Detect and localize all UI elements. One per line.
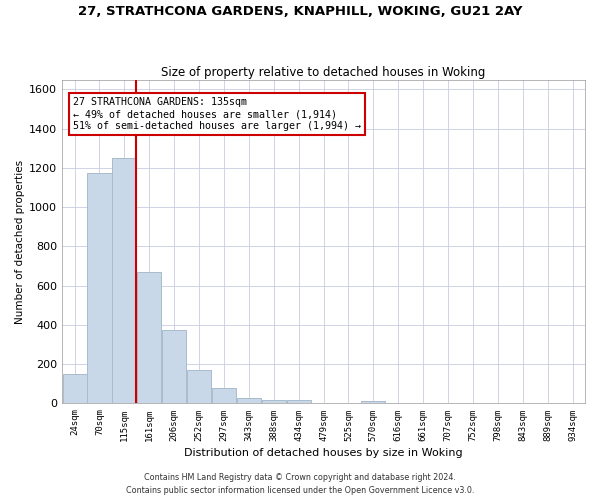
Bar (361, 400, 385, 404)
Bar (187, 370, 211, 404)
Text: 27 STRATHCONA GARDENS: 135sqm
← 49% of detached houses are smaller (1,914)
51% o: 27 STRATHCONA GARDENS: 135sqm ← 49% of d… (73, 98, 361, 130)
Bar (262, 400, 286, 404)
Bar (162, 330, 186, 404)
Bar (137, 272, 161, 404)
Bar (287, 400, 311, 404)
Text: Contains HM Land Registry data © Crown copyright and database right 2024.
Contai: Contains HM Land Registry data © Crown c… (126, 474, 474, 495)
X-axis label: Distribution of detached houses by size in Woking: Distribution of detached houses by size … (184, 448, 463, 458)
Bar (62, 374, 86, 404)
Bar (88, 173, 112, 404)
Bar (237, 398, 261, 404)
Bar (112, 158, 136, 404)
Y-axis label: Number of detached properties: Number of detached properties (15, 160, 25, 324)
Bar (212, 388, 236, 404)
Title: Size of property relative to detached houses in Woking: Size of property relative to detached ho… (161, 66, 486, 78)
Text: 27, STRATHCONA GARDENS, KNAPHILL, WOKING, GU21 2AY: 27, STRATHCONA GARDENS, KNAPHILL, WOKING… (78, 5, 522, 18)
